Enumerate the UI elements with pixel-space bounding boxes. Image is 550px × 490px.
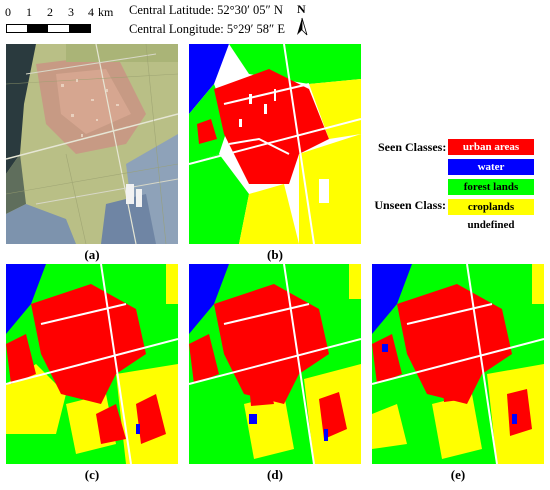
scale-unit: km [98,5,114,19]
panel-b-caption: (b) [267,247,283,262]
panel-a-caption: (a) [84,247,100,262]
north-label: N [297,2,306,16]
central-latitude: Central Latitude: 52°30′ 05″ N [129,3,283,17]
scale-tick-0: 0 [5,5,11,19]
scale-bar-graphic [6,24,91,33]
panel-c-classification [6,264,178,464]
legend-swatch-forest: forest lands [448,179,534,195]
scale-tick-4: 4 [88,5,94,19]
legend-swatch-water: water [448,159,534,175]
legend-swatch-urban: urban areas [448,139,534,155]
north-arrow-icon [297,17,308,36]
panel-d-classification [189,264,361,464]
panel-d-caption: (d) [267,467,283,482]
legend-swatch-undefined: undefined [448,217,534,233]
legend-seen-title: Seen Classes: [378,140,447,154]
legend-unseen-title: Unseen Class: [374,198,446,212]
scale-tick-2: 2 [47,5,53,19]
scale-tick-1: 1 [26,5,32,19]
scale-tick-3: 3 [68,5,74,19]
panel-c-caption: (c) [84,467,100,482]
panel-e-classification [372,264,544,464]
legend-swatch-croplands: croplands [448,199,534,215]
panel-e-caption: (e) [450,467,466,482]
panel-a-sar-image [6,44,178,244]
central-longitude: Central Longitude: 5°29′ 58″ E [129,22,285,36]
panel-b-ground-truth [189,44,361,244]
